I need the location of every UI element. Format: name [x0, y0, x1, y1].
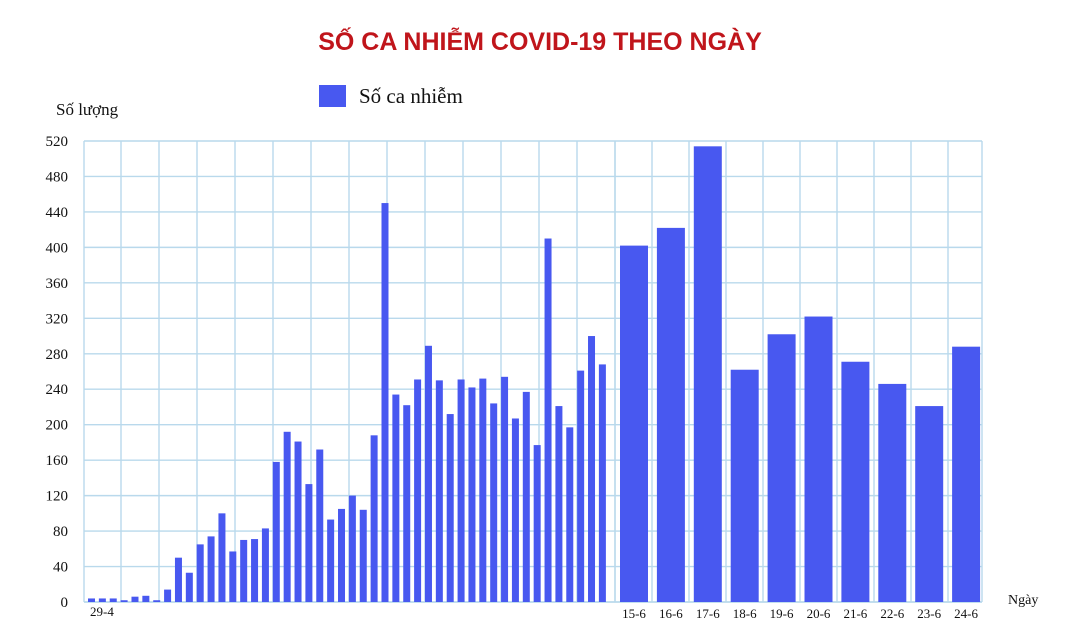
chart-title: SỐ CA NHIỄM COVID-19 THEO NGÀY	[318, 28, 762, 56]
bar	[316, 449, 324, 602]
x-tick-label: 19-6	[770, 606, 794, 621]
bar	[693, 146, 722, 603]
bar	[878, 383, 907, 602]
legend-label: Số ca nhiễm	[359, 83, 463, 108]
bar	[120, 600, 128, 602]
bar	[841, 361, 870, 602]
bar	[804, 316, 833, 602]
bar	[392, 394, 400, 602]
bar	[446, 414, 454, 602]
bar	[88, 598, 95, 602]
y-tick-label: 280	[46, 347, 69, 363]
bar	[414, 379, 422, 602]
bar	[598, 364, 606, 602]
bar	[142, 595, 150, 602]
bar	[435, 380, 443, 602]
y-tick-label: 80	[53, 524, 68, 540]
x-tick-label: 22-6	[880, 606, 904, 621]
bar	[294, 441, 302, 602]
legend-swatch	[319, 85, 346, 107]
bar	[207, 536, 215, 602]
bar	[240, 539, 248, 602]
y-tick-label: 480	[46, 169, 69, 185]
x-tick-label: 15-6	[622, 606, 646, 621]
y-tick-label: 40	[53, 560, 68, 576]
bar	[174, 557, 182, 602]
x-tick-label: 16-6	[659, 606, 683, 621]
bar	[338, 508, 346, 602]
bar	[229, 551, 237, 602]
bar	[185, 572, 193, 602]
y-tick-label: 160	[46, 453, 69, 469]
bar	[196, 544, 204, 602]
bar	[588, 336, 596, 602]
bar	[952, 346, 981, 602]
x-axis-label: Ngày	[1008, 593, 1039, 608]
y-tick-label: 240	[46, 382, 69, 398]
bar	[555, 406, 563, 602]
bar	[915, 406, 944, 602]
bar	[767, 334, 796, 602]
bar	[261, 528, 269, 602]
bar	[424, 345, 432, 602]
bar	[566, 427, 574, 602]
bar	[457, 379, 465, 602]
bar	[577, 370, 585, 602]
y-tick-label: 0	[61, 595, 69, 611]
bar	[164, 589, 172, 602]
bar	[305, 484, 313, 602]
x-tick-label: 21-6	[843, 606, 867, 621]
y-axis-label: Số lượng	[56, 100, 119, 119]
bar	[381, 203, 389, 603]
bar	[468, 387, 476, 602]
bar	[620, 245, 648, 602]
bar	[370, 435, 378, 602]
bar	[348, 495, 356, 602]
y-tick-label: 120	[46, 489, 69, 505]
y-tick-label: 440	[46, 205, 69, 221]
bar	[403, 405, 411, 602]
bar	[251, 539, 259, 602]
x-tick-label: 18-6	[733, 606, 757, 621]
bar	[490, 403, 498, 602]
y-tick-label: 520	[46, 134, 69, 150]
y-tick-label: 400	[46, 240, 69, 256]
x-tick-label: 20-6	[807, 606, 831, 621]
bar	[656, 227, 685, 602]
bar	[730, 369, 759, 602]
y-tick-label: 360	[46, 276, 69, 292]
x-tick-label: 17-6	[696, 606, 720, 621]
x-tick-label: 23-6	[917, 606, 941, 621]
bar	[131, 596, 139, 602]
bar	[533, 445, 541, 602]
bar	[511, 418, 519, 602]
y-tick-label: 200	[46, 418, 69, 434]
x-tick-label: 24-6	[954, 606, 978, 621]
bar	[327, 519, 335, 602]
bar	[479, 378, 487, 602]
bar	[283, 431, 291, 602]
bar	[501, 376, 509, 602]
chart-legend: Số ca nhiễm	[319, 84, 463, 108]
y-tick-label: 320	[46, 311, 69, 327]
bar	[109, 598, 117, 602]
bar	[544, 238, 552, 602]
bar	[522, 391, 530, 602]
bar	[272, 461, 280, 602]
bar	[98, 598, 106, 602]
bar	[153, 600, 161, 602]
x-tick-label: 29-4	[90, 604, 114, 619]
bar	[218, 513, 226, 602]
bar	[359, 509, 367, 602]
